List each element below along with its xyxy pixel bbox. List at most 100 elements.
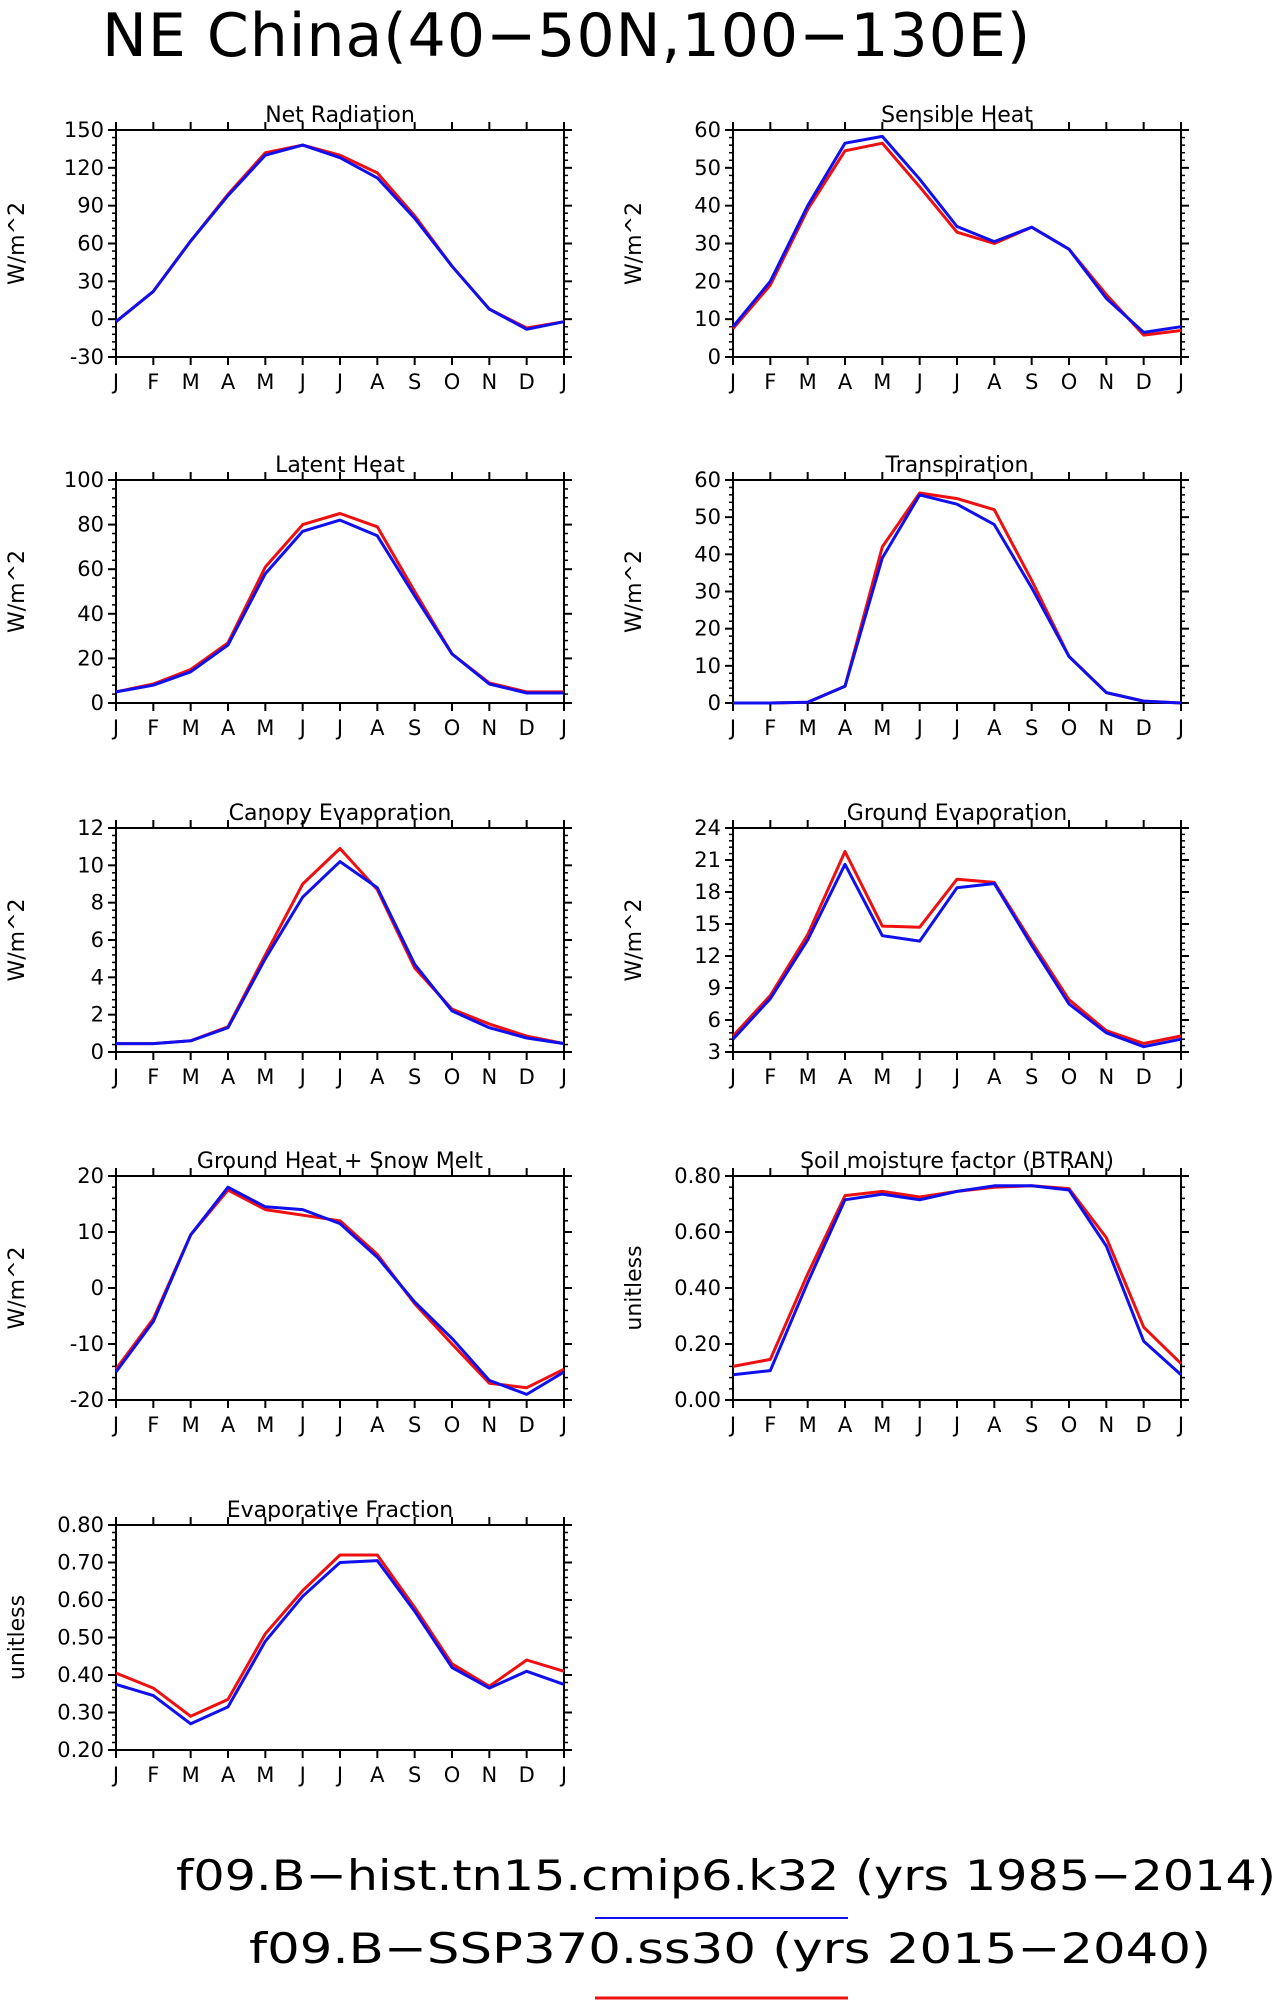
x-tick-label: S [1025, 1065, 1038, 1089]
y-tick-label: -20 [70, 1388, 104, 1412]
x-tick-label: M [182, 1065, 200, 1089]
x-tick-label: O [444, 370, 461, 394]
series-line-ssp [733, 491, 1182, 705]
x-tick-label: N [481, 1065, 497, 1089]
y-tick-label: 10 [77, 1220, 104, 1244]
plot-frame [732, 479, 1182, 704]
x-tick-label: A [987, 1065, 1002, 1089]
x-tick-label: A [987, 1413, 1002, 1437]
series-line-hist [733, 493, 1182, 705]
x-tick-label: A [221, 1413, 236, 1437]
x-tick-label: M [799, 716, 817, 740]
y-tick-label: 60 [77, 232, 104, 256]
x-tick-label: D [519, 1763, 535, 1787]
y-tick-label: 0.30 [57, 1701, 104, 1725]
y-tick-label: 0.40 [674, 1276, 721, 1300]
x-tick-label: M [256, 716, 274, 740]
x-tick-label: S [1025, 716, 1038, 740]
series-line-hist [731, 134, 1182, 334]
series-line-hist [115, 518, 564, 695]
x-tick-label: J [728, 1413, 736, 1437]
x-tick-label: A [221, 1763, 236, 1787]
x-tick-label: J [335, 1413, 343, 1437]
x-tick-label: J [559, 1763, 567, 1787]
y-tick-label: 40 [694, 542, 721, 566]
x-tick-label: D [1136, 370, 1152, 394]
x-tick-label: M [873, 1413, 891, 1437]
x-tick-label: F [147, 716, 159, 740]
y-tick-label: 20 [77, 1164, 104, 1188]
x-tick-label: M [182, 1763, 200, 1787]
x-tick-label: M [256, 1763, 274, 1787]
y-tick-label: 150 [64, 118, 104, 142]
y-tick-label: 10 [694, 307, 721, 331]
x-tick-label: J [728, 716, 736, 740]
series-line-hist [115, 1559, 565, 1726]
x-tick-label: J [1176, 1065, 1184, 1089]
x-tick-label: D [1136, 1413, 1152, 1437]
plot-frame [732, 129, 1182, 358]
x-tick-label: M [182, 716, 200, 740]
x-tick-label: N [1098, 716, 1114, 740]
y-tick-label: 18 [694, 880, 721, 904]
x-tick-label: D [519, 716, 535, 740]
x-tick-label: N [1098, 1413, 1114, 1437]
x-tick-label: M [256, 1413, 274, 1437]
x-tick-label: S [408, 716, 421, 740]
x-tick-label: S [408, 1763, 421, 1787]
x-tick-label: J [915, 716, 923, 740]
y-tick-label: 0.60 [57, 1588, 104, 1612]
x-tick-label: A [838, 1413, 853, 1437]
series-line-ssp [115, 512, 564, 694]
y-tick-label: -10 [70, 1332, 104, 1356]
x-tick-label: N [1098, 370, 1114, 394]
x-tick-label: O [1061, 370, 1078, 394]
x-tick-label: S [1025, 370, 1038, 394]
legend-label-hist: f09.B−hist.tn15.cmip6.k32 (yrs 1985−2014… [176, 1851, 1276, 1900]
x-tick-label: A [370, 1065, 385, 1089]
plot-frame [115, 1524, 565, 1751]
x-tick-label: D [1136, 716, 1152, 740]
y-tick-label: -30 [70, 345, 104, 369]
x-tick-label: J [335, 1763, 343, 1787]
y-tick-label: 120 [64, 156, 104, 180]
x-tick-label: O [444, 1065, 461, 1089]
y-tick-label: 10 [77, 853, 104, 877]
y-tick-label: 30 [694, 580, 721, 604]
x-tick-label: J [952, 716, 960, 740]
series-line-hist [731, 862, 1182, 1049]
y-tick-label: 0.50 [57, 1626, 104, 1650]
plot-frame [732, 827, 1182, 1053]
x-tick-label: A [370, 370, 385, 394]
y-tick-label: 10 [694, 654, 721, 678]
figure-title: NE China(40−50N,100−130E) [102, 1, 1031, 71]
x-tick-label: N [1098, 1065, 1114, 1089]
x-tick-label: O [444, 1763, 461, 1787]
x-tick-label: J [728, 1065, 736, 1089]
y-tick-label: 30 [694, 232, 721, 256]
x-tick-label: J [559, 1413, 567, 1437]
y-tick-label: 4 [91, 965, 104, 989]
y-tick-label: 0.70 [57, 1551, 104, 1575]
y-tick-label: 15 [694, 912, 721, 936]
x-tick-label: O [444, 716, 461, 740]
y-tick-label: 0.60 [674, 1220, 721, 1244]
x-tick-label: M [182, 370, 200, 394]
x-tick-label: F [147, 370, 159, 394]
y-axis-label: W/m^2 [5, 202, 30, 285]
y-tick-label: 20 [77, 646, 104, 670]
x-tick-label: J [952, 1413, 960, 1437]
x-tick-label: O [1061, 716, 1078, 740]
x-tick-label: A [987, 716, 1002, 740]
x-tick-label: D [519, 370, 535, 394]
y-axis-label: W/m^2 [5, 1246, 30, 1329]
x-tick-label: J [111, 716, 119, 740]
x-tick-label: D [519, 1413, 535, 1437]
x-tick-label: J [559, 716, 567, 740]
series-line-hist [115, 143, 565, 331]
x-tick-label: F [147, 1413, 159, 1437]
